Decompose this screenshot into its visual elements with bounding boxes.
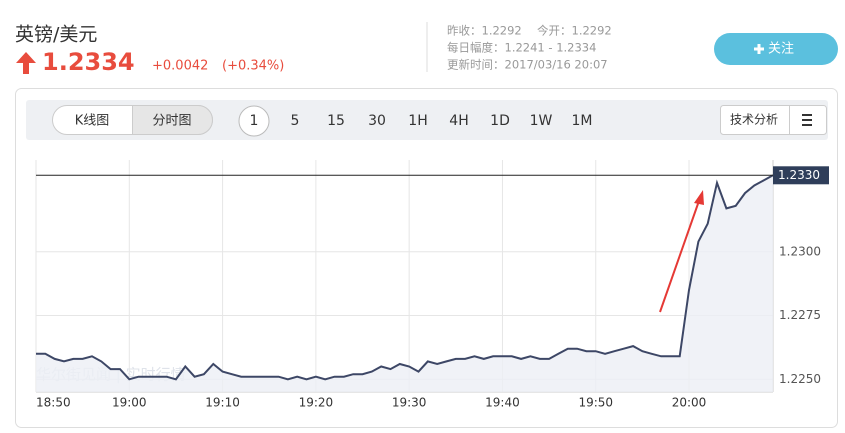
x-tick-label: 19:30 [392, 396, 427, 410]
period[interactable]: 30 [368, 113, 386, 129]
x-tick-label: 18:50 [36, 396, 71, 410]
period[interactable]: 1W [530, 113, 553, 129]
x-tick-label: 19:00 [112, 396, 147, 410]
analysis-button[interactable]: 技术分析 [730, 113, 778, 127]
tool-group [720, 105, 827, 135]
annotation-arrow [659, 197, 701, 313]
x-tick-label: 19:10 [205, 396, 240, 410]
period-selected [238, 105, 270, 137]
period[interactable]: 5 [291, 113, 300, 129]
period[interactable]: 1D [490, 113, 510, 129]
price-line [36, 174, 774, 381]
x-tick-label: 20:00 [672, 396, 707, 410]
plus-icon [754, 44, 764, 54]
x-tick-label: 19:40 [485, 396, 520, 410]
current-label-bg [773, 166, 829, 185]
prev-close: 昨收：1.2292 [447, 24, 522, 38]
period[interactable]: 4H [449, 113, 468, 129]
list-icon[interactable] [802, 114, 812, 126]
button-bg [714, 33, 838, 65]
price: 1.2334 [42, 48, 135, 76]
tab[interactable]: 分时图 [152, 114, 191, 129]
panel [15, 88, 838, 428]
x-tick-label: 19:20 [299, 396, 334, 410]
current-label: 1.2330 [778, 168, 820, 182]
change-pct: (+0.34%) [222, 59, 284, 74]
open: 今开：1.2292 [537, 24, 612, 38]
button-label: 关注 [768, 42, 794, 57]
toolbar [26, 100, 828, 140]
y-tick-label: 1.2300 [779, 244, 821, 258]
range: 每日幅度：1.2241 - 1.2334 [447, 41, 596, 55]
up-arrow [16, 52, 36, 74]
y-tick-label: 1.2250 [779, 372, 821, 386]
pair-title: 英镑/美元 [15, 24, 97, 46]
annotation-arrowhead [694, 190, 704, 205]
updated: 更新时间：2017/03/16 20:07 [447, 58, 608, 72]
tab-selected [132, 105, 213, 135]
follow-button[interactable]: 关注 [714, 33, 838, 65]
x-tick-label: 19:50 [578, 396, 613, 410]
tab[interactable]: K线图 [75, 114, 110, 129]
period[interactable]: 1 [250, 113, 259, 129]
y-tick-label: 1.2275 [779, 308, 821, 322]
area [36, 175, 773, 392]
period[interactable]: 1M [572, 113, 593, 129]
period[interactable]: 1H [408, 113, 427, 129]
period[interactable]: 15 [327, 113, 345, 129]
change: +0.0042 [152, 59, 208, 74]
